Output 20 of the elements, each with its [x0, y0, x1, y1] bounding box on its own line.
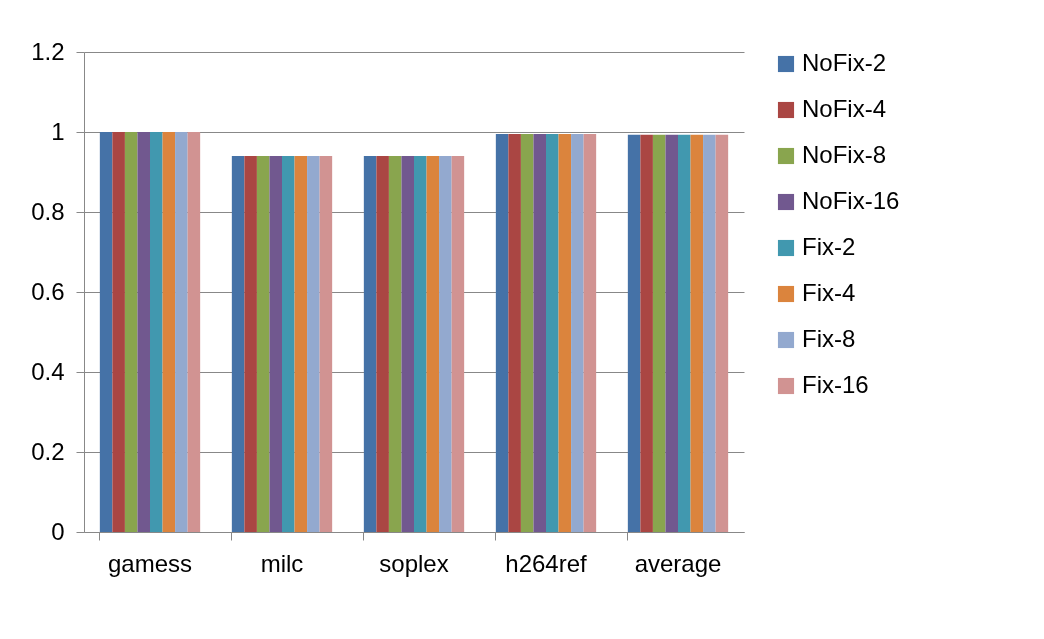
- legend-label: Fix-16: [802, 371, 869, 398]
- x-tick-label: gamess: [107, 549, 193, 577]
- legend-label: Fix-4: [802, 279, 856, 306]
- y-tick-label: 1: [51, 117, 65, 145]
- y-tick-label: 0.4: [31, 357, 65, 385]
- legend-label: NoFix-16: [802, 187, 900, 214]
- x-tick-label: h264ref: [505, 549, 588, 577]
- legend-label: NoFix-4: [802, 95, 887, 122]
- legend-label: Fix-2: [802, 233, 856, 260]
- y-tick-label: 1.2: [31, 37, 65, 65]
- legend-label: NoFix-2: [802, 49, 887, 76]
- y-tick-label: 0.6: [31, 277, 65, 305]
- y-tick-label: 0.2: [31, 437, 65, 465]
- x-tick-label: soplex: [379, 549, 449, 577]
- y-tick-label: 0.8: [31, 197, 65, 225]
- legend-label: Fix-8: [802, 325, 856, 352]
- x-tick-label: milc: [260, 549, 304, 577]
- x-tick-label: average: [634, 549, 722, 577]
- y-tick-label: 0: [51, 517, 65, 545]
- legend-label: NoFix-8: [802, 141, 887, 168]
